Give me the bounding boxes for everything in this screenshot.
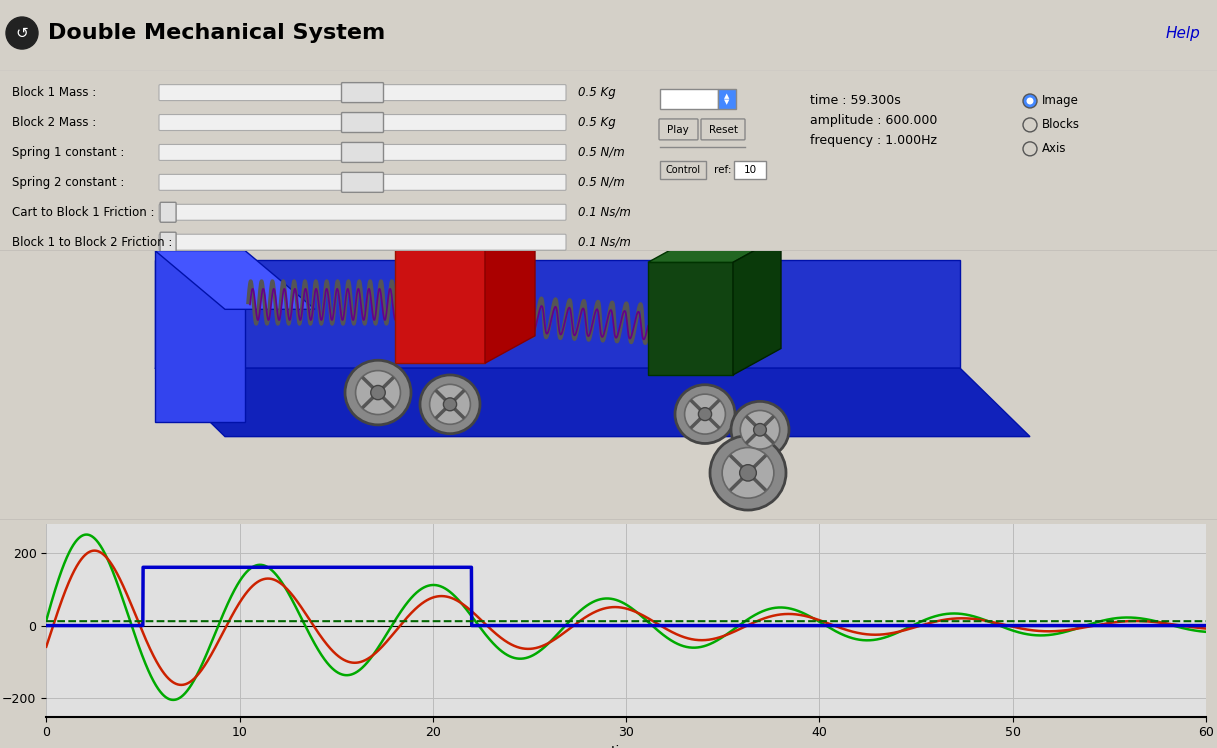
Circle shape (1023, 118, 1037, 132)
Text: Cart to Block 1 Friction :: Cart to Block 1 Friction : (12, 206, 155, 218)
FancyBboxPatch shape (660, 89, 718, 109)
Text: Blocks: Blocks (1042, 118, 1079, 132)
Polygon shape (647, 236, 781, 263)
FancyBboxPatch shape (734, 161, 765, 179)
Text: Spring 1 constant :: Spring 1 constant : (12, 146, 124, 159)
Polygon shape (486, 218, 535, 364)
Text: Image: Image (1042, 94, 1079, 108)
FancyBboxPatch shape (342, 112, 383, 132)
FancyBboxPatch shape (159, 234, 566, 250)
Circle shape (371, 385, 386, 399)
Circle shape (355, 370, 400, 414)
FancyBboxPatch shape (159, 85, 566, 100)
Text: 0.1 Ns/m: 0.1 Ns/m (578, 236, 630, 248)
Circle shape (722, 447, 774, 498)
Text: Block 1 Mass :: Block 1 Mass : (12, 86, 96, 99)
FancyBboxPatch shape (159, 144, 566, 160)
Text: 10: 10 (744, 165, 757, 175)
Circle shape (420, 375, 479, 434)
Circle shape (740, 411, 780, 449)
Polygon shape (155, 251, 315, 310)
Text: Reset: Reset (708, 125, 738, 135)
Text: frequency : 1.000Hz: frequency : 1.000Hz (811, 135, 937, 147)
Text: 0.5 N/m: 0.5 N/m (578, 176, 624, 188)
FancyBboxPatch shape (342, 82, 383, 102)
Polygon shape (647, 263, 733, 375)
Polygon shape (155, 251, 245, 422)
FancyBboxPatch shape (342, 142, 383, 162)
Text: Help: Help (1165, 25, 1200, 40)
Polygon shape (155, 368, 1030, 437)
Circle shape (1023, 94, 1037, 108)
FancyBboxPatch shape (159, 174, 566, 190)
Text: Double Mechanical System: Double Mechanical System (47, 23, 386, 43)
Circle shape (6, 17, 38, 49)
Text: ↺: ↺ (16, 25, 28, 40)
Text: 0.5 Kg: 0.5 Kg (578, 86, 616, 99)
Text: amplitude : 600.000: amplitude : 600.000 (811, 114, 937, 127)
Circle shape (710, 435, 786, 510)
FancyBboxPatch shape (718, 89, 736, 109)
FancyBboxPatch shape (161, 232, 176, 252)
Text: ▲: ▲ (724, 93, 730, 99)
Text: ▼: ▼ (724, 99, 730, 105)
Text: Spring 2 constant :: Spring 2 constant : (12, 176, 124, 188)
Circle shape (344, 361, 411, 425)
FancyBboxPatch shape (159, 114, 566, 130)
FancyBboxPatch shape (660, 161, 706, 179)
FancyBboxPatch shape (342, 172, 383, 192)
FancyBboxPatch shape (701, 119, 745, 140)
Text: Control: Control (666, 165, 701, 175)
Polygon shape (733, 236, 781, 375)
FancyBboxPatch shape (658, 119, 699, 140)
Text: Block 2 Mass :: Block 2 Mass : (12, 116, 96, 129)
Text: Axis: Axis (1042, 142, 1066, 156)
Circle shape (699, 408, 712, 420)
Polygon shape (155, 260, 960, 368)
Text: ref:: ref: (714, 165, 731, 175)
Text: 0.5 N/m: 0.5 N/m (578, 146, 624, 159)
FancyBboxPatch shape (159, 204, 566, 220)
Polygon shape (396, 245, 486, 364)
Circle shape (740, 465, 756, 481)
Circle shape (430, 384, 471, 424)
Text: Play: Play (667, 125, 689, 135)
Circle shape (675, 384, 735, 444)
Circle shape (685, 394, 725, 434)
FancyBboxPatch shape (161, 202, 176, 222)
Polygon shape (396, 218, 535, 245)
Circle shape (753, 423, 767, 436)
Circle shape (731, 402, 789, 459)
Circle shape (1026, 97, 1033, 105)
X-axis label: time: time (611, 745, 641, 748)
Text: time : 59.300s: time : 59.300s (811, 94, 901, 108)
Text: 0.1 Ns/m: 0.1 Ns/m (578, 206, 630, 218)
Circle shape (443, 398, 456, 411)
Text: Block 1 to Block 2 Friction :: Block 1 to Block 2 Friction : (12, 236, 173, 248)
Circle shape (1023, 142, 1037, 156)
Text: 0.5 Kg: 0.5 Kg (578, 116, 616, 129)
